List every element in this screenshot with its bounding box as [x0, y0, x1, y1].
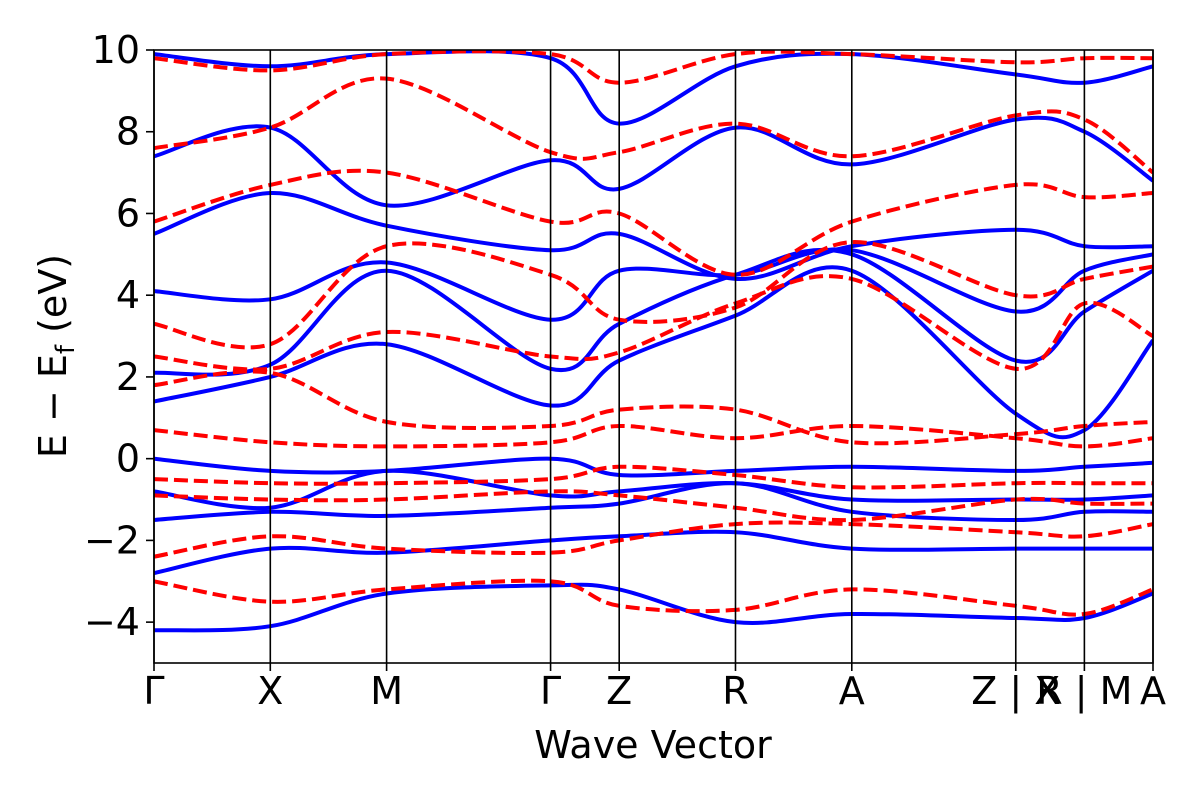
y-axis-title-unit: (eV)	[31, 254, 75, 345]
x-tick-label: R	[722, 669, 748, 713]
solid-band-line	[154, 190, 1153, 281]
x-tick-label: R | M	[1036, 669, 1132, 714]
dashed-band-line	[154, 520, 1153, 559]
dashed-band-line	[154, 168, 1153, 277]
y-tick-label: 8	[116, 110, 140, 154]
solid-band-line	[154, 115, 1153, 208]
x-tick-label: A	[1140, 669, 1166, 713]
plot-frame	[153, 49, 1154, 664]
dashed-band-line	[154, 274, 1153, 372]
dashed-band-line	[154, 464, 1153, 490]
y-axis-title: E − Ef (eV)	[31, 254, 81, 458]
x-tick-label: Γ	[540, 669, 561, 713]
x-tick-label: X	[257, 669, 283, 713]
y-axis-title-main: E − E	[31, 354, 75, 458]
x-tick-label: Z | X	[971, 669, 1060, 714]
dashed-band-line	[154, 423, 1153, 449]
x-tick-label: Z	[606, 669, 632, 713]
solid-band-line	[154, 481, 1153, 522]
solid-band-line	[154, 247, 1153, 322]
x-tick-label: M	[370, 669, 403, 713]
y-tick-label: 6	[116, 191, 140, 235]
solid-band-line	[154, 50, 1153, 126]
solid-blue-series	[154, 50, 1153, 633]
y-tick-label: 10	[92, 28, 140, 72]
dashed-band-line	[154, 240, 1153, 350]
dashed-band-line	[154, 489, 1153, 523]
bands-layer	[154, 50, 1153, 633]
y-axis-title-subscript: f	[51, 344, 81, 354]
solid-band-line	[154, 247, 1153, 377]
y-axis: −4 −2 0 2 4 6 8 10	[84, 28, 154, 644]
x-tick-label: Γ	[143, 669, 164, 713]
y-tick-label: 2	[116, 355, 140, 399]
y-tick-label: 0	[116, 437, 140, 481]
y-tick-label: 4	[116, 273, 140, 317]
x-tick-label: A	[839, 669, 865, 713]
solid-band-line	[154, 456, 1153, 478]
y-tick-label: −4	[84, 600, 140, 644]
dashed-red-series	[154, 50, 1153, 617]
dashed-band-line	[154, 76, 1153, 175]
solid-band-line	[154, 265, 1153, 440]
x-axis-title: Wave Vector	[534, 723, 772, 767]
dashed-band-line	[154, 50, 1153, 85]
dashed-band-line	[154, 578, 1153, 617]
solid-band-line	[154, 582, 1153, 633]
y-tick-label: −2	[84, 518, 140, 562]
solid-band-line	[154, 529, 1153, 576]
